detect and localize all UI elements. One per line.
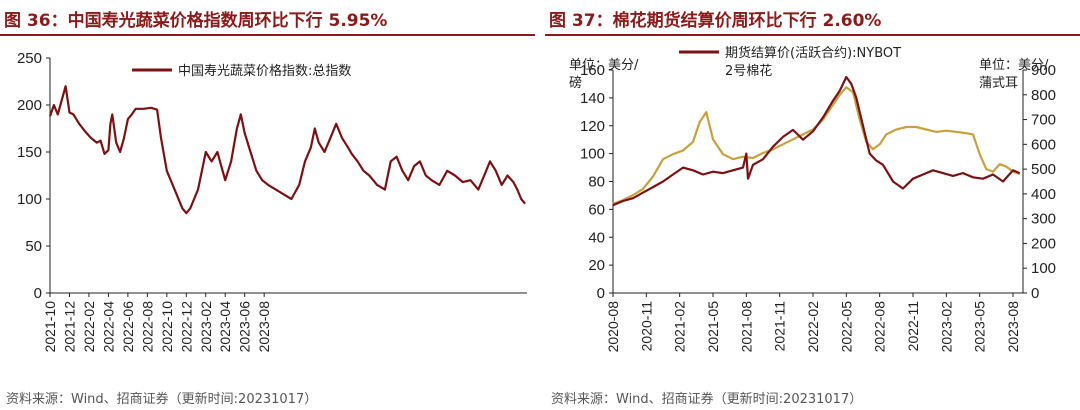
x-tick-label: 2020-08 (605, 301, 621, 353)
x-tick-label: 2021-05 (705, 301, 721, 353)
x-tick-label: 2022-02 (81, 301, 97, 353)
y-tick-label: 140 (580, 90, 605, 107)
legend-label: 中国寿光蔬菜价格指数:总指数 (178, 63, 351, 79)
y-tick-label: 80 (588, 174, 605, 191)
x-tick-label: 2023-05 (972, 301, 988, 353)
x-tick-label: 2022-10 (159, 301, 175, 353)
chart-panel-cotton-futures: 图 37：棉花期货结算价周环比下行 2.60% 0 20 40 60 80 100 120 1… (545, 0, 1080, 410)
y-tick-label: 200 (17, 97, 42, 114)
chart-title: 图 36：中国寿光蔬菜价格指数周环比下行 5.95% (4, 11, 388, 31)
x-tick-label: 2023-04 (217, 301, 233, 353)
y2-tick-label: 400 (1031, 186, 1056, 203)
y2-tick-label: 700 (1031, 112, 1056, 129)
y-tick-label: 120 (580, 118, 605, 135)
x-tick-label: 2021-12 (61, 301, 77, 353)
x-tick-label: 2023-06 (237, 301, 253, 353)
x-tick-label: 2022-02 (805, 301, 821, 353)
series-line (612, 75, 1021, 207)
x-tick-label: 2021-08 (738, 301, 754, 353)
source-note: 资料来源：Wind、招商证券（更新时间:20231017） (6, 392, 318, 407)
x-tick-label: 2022-04 (100, 301, 116, 353)
y2-tick-label: 100 (1031, 260, 1056, 277)
y2-tick-label: 300 (1031, 211, 1056, 228)
y2-tick-label: 900 (1031, 62, 1056, 79)
y2-tick-label: 500 (1031, 161, 1056, 178)
y-tick-label: 100 (580, 146, 605, 163)
x-tick-label: 2020-11 (638, 301, 654, 352)
source-note: 资料来源：Wind、招商证券（更新时间:20231017） (551, 392, 863, 407)
y-tick-label: 50 (25, 238, 42, 255)
x-tick-label: 2023-08 (1005, 301, 1021, 353)
y2-tick-label: 800 (1031, 87, 1056, 104)
title-underline (0, 34, 535, 36)
legend-label: 期货结算价(活跃合约):NYBOT 2号棉花 (725, 45, 901, 79)
chart-title: 图 37：棉花期货结算价周环比下行 2.60% (549, 11, 882, 31)
x-tick-label: 2022-08 (872, 301, 888, 353)
y-tick-label: 20 (588, 257, 605, 274)
y-tick-label: 0 (34, 285, 42, 302)
series-line (48, 85, 526, 215)
x-tick-label: 2021-11 (772, 301, 788, 352)
y-tick-label: 160 (580, 62, 605, 79)
right-unit-label: 单位：美分/蒲式耳 (979, 58, 1049, 91)
y-tick-label: 60 (588, 201, 605, 218)
x-tick-label: 2022-08 (139, 301, 155, 353)
y2-tick-label: 0 (1031, 285, 1039, 302)
x-tick-label: 2021-10 (42, 301, 58, 353)
chart-area: 0 20 40 60 80 100 120 140 160 0 100 200 300 400 500 600… (569, 45, 1056, 353)
x-tick-label: 2021-02 (672, 301, 688, 353)
x-tick-label: 2023-02 (938, 301, 954, 353)
left-unit-label: 单位：美分/磅 (569, 58, 639, 91)
y-tick-label: 0 (597, 285, 605, 302)
y2-tick-label: 600 (1031, 136, 1056, 153)
y-tick-label: 40 (588, 229, 605, 246)
x-tick-label: 2022-11 (905, 301, 921, 352)
y-tick-label: 150 (17, 144, 42, 161)
x-tick-label: 2022-12 (178, 301, 194, 353)
x-tick-label: 2023-08 (256, 301, 272, 353)
y-tick-label: 250 (17, 50, 42, 67)
title-underline (545, 34, 1080, 36)
x-tick-label: 2023-02 (198, 301, 214, 353)
x-tick-label: 2022-06 (120, 301, 136, 353)
y-tick-label: 100 (17, 191, 42, 208)
x-tick-label: 2022-05 (838, 301, 854, 353)
chart-panel-vegetable-index: 图 36：中国寿光蔬菜价格指数周环比下行 5.95% 0 50 100 150 200 2… (0, 0, 535, 410)
series-line-right-axis (612, 86, 1021, 205)
y2-tick-label: 200 (1031, 235, 1056, 252)
